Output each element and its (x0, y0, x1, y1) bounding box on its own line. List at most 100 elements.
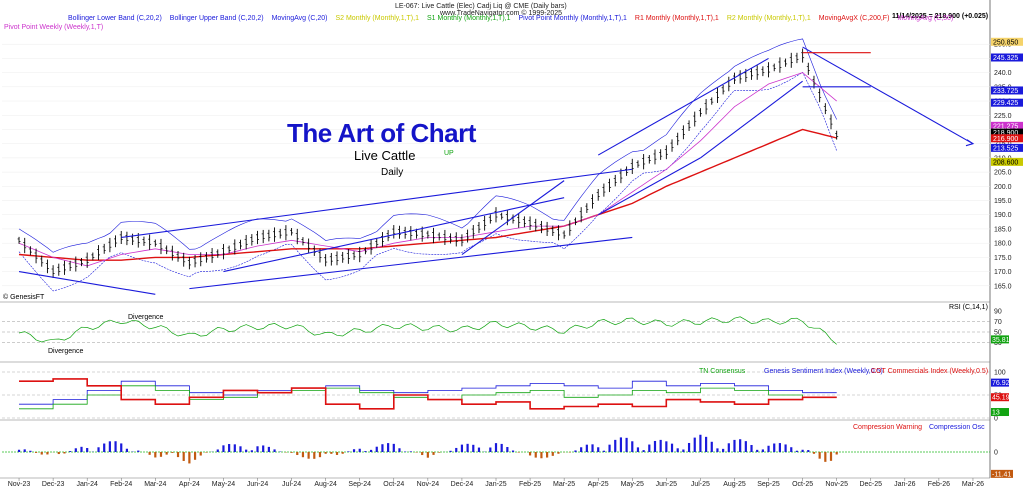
price-tick-label: 180.0 (994, 241, 1012, 248)
price-axis: 165.0 170.0 175.0 180.0 185.0 190.0 195.0 200.0… (991, 37, 1023, 290)
compression-last-value: -11.41 (992, 471, 1011, 478)
cot-commercials-line (19, 378, 837, 410)
legend-item: MovingAvg (C,50) (897, 15, 954, 22)
trendline (189, 236, 633, 290)
projection-arrowhead (965, 139, 975, 147)
overlay-subtitle: Live Cattle (354, 148, 416, 163)
price-label-box (991, 121, 1023, 130)
price-label-box (991, 98, 1023, 107)
price-label-text: 221.275 (993, 123, 1018, 130)
price-tick-label: 190.0 (994, 212, 1012, 219)
price-label-box (991, 134, 1023, 143)
trendline (700, 80, 803, 159)
ma200-line (18, 128, 837, 261)
chart-header-line1: LE-067: Live Cattle (Elec) Cadj Liq @ CM… (395, 3, 567, 10)
month-tick-label: Nov-23 (8, 481, 31, 488)
grid-lines (0, 0, 991, 479)
month-tick-label: Jun-25 (656, 481, 678, 488)
price-tick-label: 240.0 (994, 70, 1012, 77)
sentiment-tick-label: 100 (994, 370, 1006, 377)
month-tick-label: Feb-25 (519, 481, 541, 488)
legend-item: S2 Monthly (Monthly,1,T),1 (335, 15, 419, 22)
bollinger-lower-band (18, 71, 837, 292)
overlay-timeframe: Daily (381, 167, 404, 178)
rsi-line (18, 316, 837, 345)
price-label-text: 233.725 (993, 88, 1018, 95)
genesis-watermark: © GenesisFT (3, 294, 45, 301)
legend-item: S1 Monthly (Monthly,1,T),1 (426, 15, 511, 22)
indicator-legend: Bollinger Lower Band (C,20,2) Bollinger U… (68, 15, 961, 22)
cot-legend: COT Commercials Index (Weekly,0.5) (871, 368, 989, 375)
price-label-text: 208.600 (993, 159, 1018, 166)
rsi-legend: RSI (C,14,1) (949, 304, 988, 311)
rsi-tick-label: 90 (994, 309, 1002, 316)
trendline (18, 271, 156, 295)
month-tick-label: Jan-25 (485, 481, 507, 488)
trendline (802, 46, 974, 145)
price-label-box (991, 53, 1023, 62)
up-arrow-label: UP (444, 150, 454, 157)
month-tick-label: Oct-24 (383, 481, 404, 488)
genesis-sentiment-legend: Genesis Sentiment Index (Weekly,0.5) (764, 368, 883, 375)
month-tick-label: Sep-24 (348, 481, 371, 488)
sentiment-last-box (991, 378, 1009, 387)
price-tick-label: 170.0 (994, 269, 1012, 276)
trendlines (18, 46, 975, 295)
month-tick-label: May-25 (621, 481, 644, 488)
month-tick-label: Jan-24 (76, 481, 98, 488)
price-tick-label: 175.0 (994, 255, 1012, 262)
month-tick-label: Jan-26 (894, 481, 916, 488)
overlay-title: The Art of Chart (287, 118, 476, 148)
price-label-box (991, 128, 1023, 137)
price-series (17, 48, 839, 278)
price-tick-label: 165.0 (994, 283, 1012, 290)
tn-consensus-legend: TN Consensus (699, 368, 746, 375)
month-tick-label: Mar-26 (962, 481, 984, 488)
price-label-box (991, 157, 1023, 166)
rsi-tick-label: 50 (994, 330, 1002, 337)
month-tick-label: Jun-24 (247, 481, 269, 488)
price-tick-label: 200.0 (994, 184, 1012, 191)
compression-last-box (991, 469, 1013, 478)
price-label-text: 229.425 (993, 100, 1018, 107)
month-tick-label: Mar-24 (144, 481, 166, 488)
trendline (597, 57, 769, 156)
price-tick-label: 205.0 (994, 170, 1012, 177)
month-tick-label: Feb-26 (928, 481, 950, 488)
divergence-label-2: Divergence (48, 348, 84, 355)
price-label-text: 213.525 (993, 145, 1018, 152)
sentiment-last-value: 76.92 (992, 380, 1010, 387)
legend-item: MovingAvg (C,20) (271, 15, 328, 22)
price-label-box (991, 143, 1023, 152)
legend-item: R2 Monthly (Monthly,1,T),1 (726, 15, 811, 22)
month-tick-label: Mar-25 (553, 481, 575, 488)
month-tick-label: Nov-24 (417, 481, 440, 488)
trendline (121, 168, 633, 239)
month-tick-label: Dec-24 (451, 481, 474, 488)
legend-item: MovingAvgX (C,200,F) (818, 15, 890, 22)
sentiment-last-box (991, 393, 1009, 402)
rsi-tick-label: 70 (994, 319, 1002, 326)
chart-header-line2: www.TradeNavigator.com © 1999-2025 (440, 10, 563, 17)
month-tick-label: Dec-23 (42, 481, 65, 488)
price-tick-label: 225.0 (994, 113, 1012, 120)
trendline (223, 197, 565, 273)
divergence-label-1: Divergence (128, 314, 164, 321)
trendline (461, 180, 565, 255)
month-tick-label: Jul-25 (691, 481, 710, 488)
price-label-box (991, 86, 1023, 95)
month-tick-label: Nov-25 (825, 481, 848, 488)
compression-warning-legend: Compression Warning (853, 424, 922, 431)
price-label-text: 245.325 (993, 55, 1018, 62)
price-label-text: 250.850 (993, 39, 1018, 46)
month-tick-label: Aug-25 (723, 481, 746, 488)
month-tick-label: Sep-25 (757, 481, 780, 488)
compression-tick-label: 0 (994, 450, 998, 457)
legend-item: Bollinger Lower Band (C,20,2) (68, 15, 162, 22)
month-tick-label: Apr-25 (588, 481, 609, 488)
genesis-sentiment-line (19, 380, 837, 405)
price-tick-label: 195.0 (994, 198, 1012, 205)
bollinger-upper-band (18, 38, 837, 253)
